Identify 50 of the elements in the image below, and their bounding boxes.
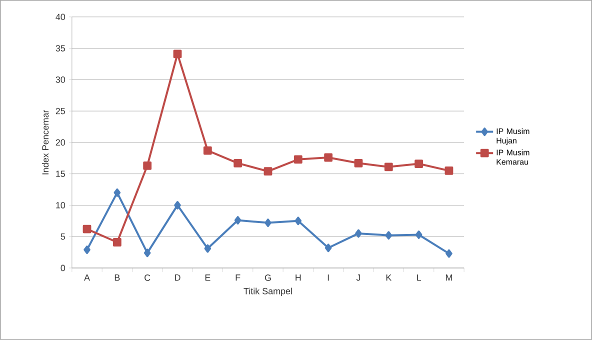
x-axis-title: Titik Sampel [244,288,292,296]
point [294,216,302,226]
point [264,218,272,228]
point [173,50,182,58]
x-tick-label: E [205,274,210,281]
x-tick-label: A [84,274,90,281]
y-tick-label: 5 [60,234,66,240]
y-tick-label: 35 [56,45,66,52]
x-tick-label: L [417,274,422,281]
point [414,160,424,168]
point [143,162,152,170]
point [174,201,181,210]
y-axis-title: Index Pencemar [42,110,49,174]
point [144,248,151,258]
x-tick-label: G [264,274,271,281]
point [82,224,92,234]
point [324,244,332,252]
y-tick-label: 15 [56,170,66,178]
point [84,246,90,254]
point [385,231,392,240]
point [234,216,242,225]
point [114,188,121,197]
y-tick-label: 40 [56,14,66,20]
point [112,238,122,246]
point [203,146,212,155]
point [234,159,242,168]
x-tick-label: I [328,274,329,281]
point [415,230,422,239]
point [294,155,302,164]
y-tick-label: 30 [56,76,66,83]
point [324,153,333,162]
point [444,166,454,175]
x-tick-label: C [144,274,150,281]
x-tick-label: H [296,274,301,281]
point [204,244,212,253]
point [354,159,363,168]
x-tick-label: K [386,274,392,281]
point [446,249,452,258]
x-tick-label: B [114,274,120,281]
x-tick-label: D [175,274,180,281]
point [264,167,272,176]
point [355,229,362,238]
y-tick-label: 20 [56,139,66,146]
x-tick-label: F [236,274,240,281]
x-tick-label: J [356,274,360,281]
x-tick-label: M [446,274,452,281]
y-tick-label: 10 [56,202,66,208]
y-tick-label: 25 [56,108,66,114]
y-tick-label: 0 [60,264,66,272]
point [384,162,393,172]
